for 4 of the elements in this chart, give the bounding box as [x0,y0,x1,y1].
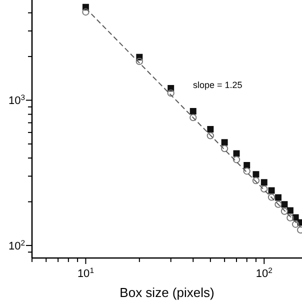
x-tick-label: 10$^{1}$ [77,266,94,280]
annotation: slope = 1.25 [193,80,242,90]
y-tick-label: 10$^{3}$ [8,92,25,108]
x-axis-title: Box size (pixels) [120,285,214,300]
